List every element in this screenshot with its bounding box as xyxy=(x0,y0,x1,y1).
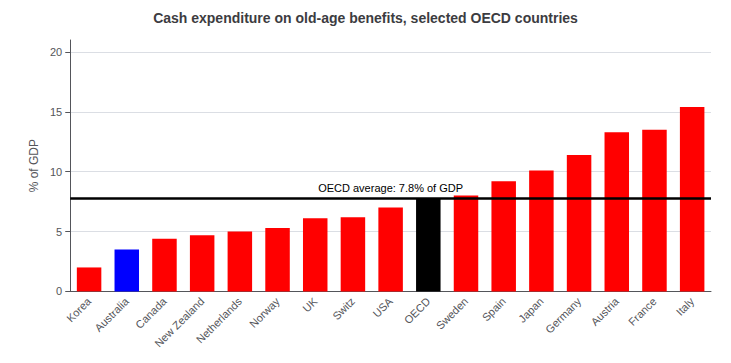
svg-text:Japan: Japan xyxy=(516,295,546,325)
svg-text:Austria: Austria xyxy=(588,295,621,328)
svg-text:USA: USA xyxy=(370,295,395,320)
svg-text:Italy: Italy xyxy=(674,295,697,318)
svg-text:Switz: Switz xyxy=(330,295,357,322)
svg-text:Germany: Germany xyxy=(543,295,584,336)
svg-text:Sweden: Sweden xyxy=(434,295,471,332)
svg-text:Netherlands: Netherlands xyxy=(194,295,245,346)
svg-text:Australia: Australia xyxy=(92,295,131,334)
svg-text:Canada: Canada xyxy=(133,295,169,331)
svg-text:15: 15 xyxy=(50,106,62,118)
svg-text:Spain: Spain xyxy=(480,295,508,323)
svg-text:OECD: OECD xyxy=(402,295,433,326)
svg-text:New Zealand: New Zealand xyxy=(152,295,207,350)
svg-text:20: 20 xyxy=(50,46,62,58)
svg-text:Korea: Korea xyxy=(64,295,94,325)
svg-text:0: 0 xyxy=(56,285,62,297)
svg-text:10: 10 xyxy=(50,166,62,178)
svg-text:5: 5 xyxy=(56,226,62,238)
svg-text:OECD average: 7.8% of GDP: OECD average: 7.8% of GDP xyxy=(318,182,463,194)
svg-text:% of GDP: % of GDP xyxy=(27,139,41,192)
svg-text:France: France xyxy=(626,295,659,328)
svg-text:Norway: Norway xyxy=(247,295,282,330)
svg-text:UK: UK xyxy=(300,295,320,315)
svg-text:Cash expenditure on old-age be: Cash expenditure on old-age benefits, se… xyxy=(153,10,578,26)
